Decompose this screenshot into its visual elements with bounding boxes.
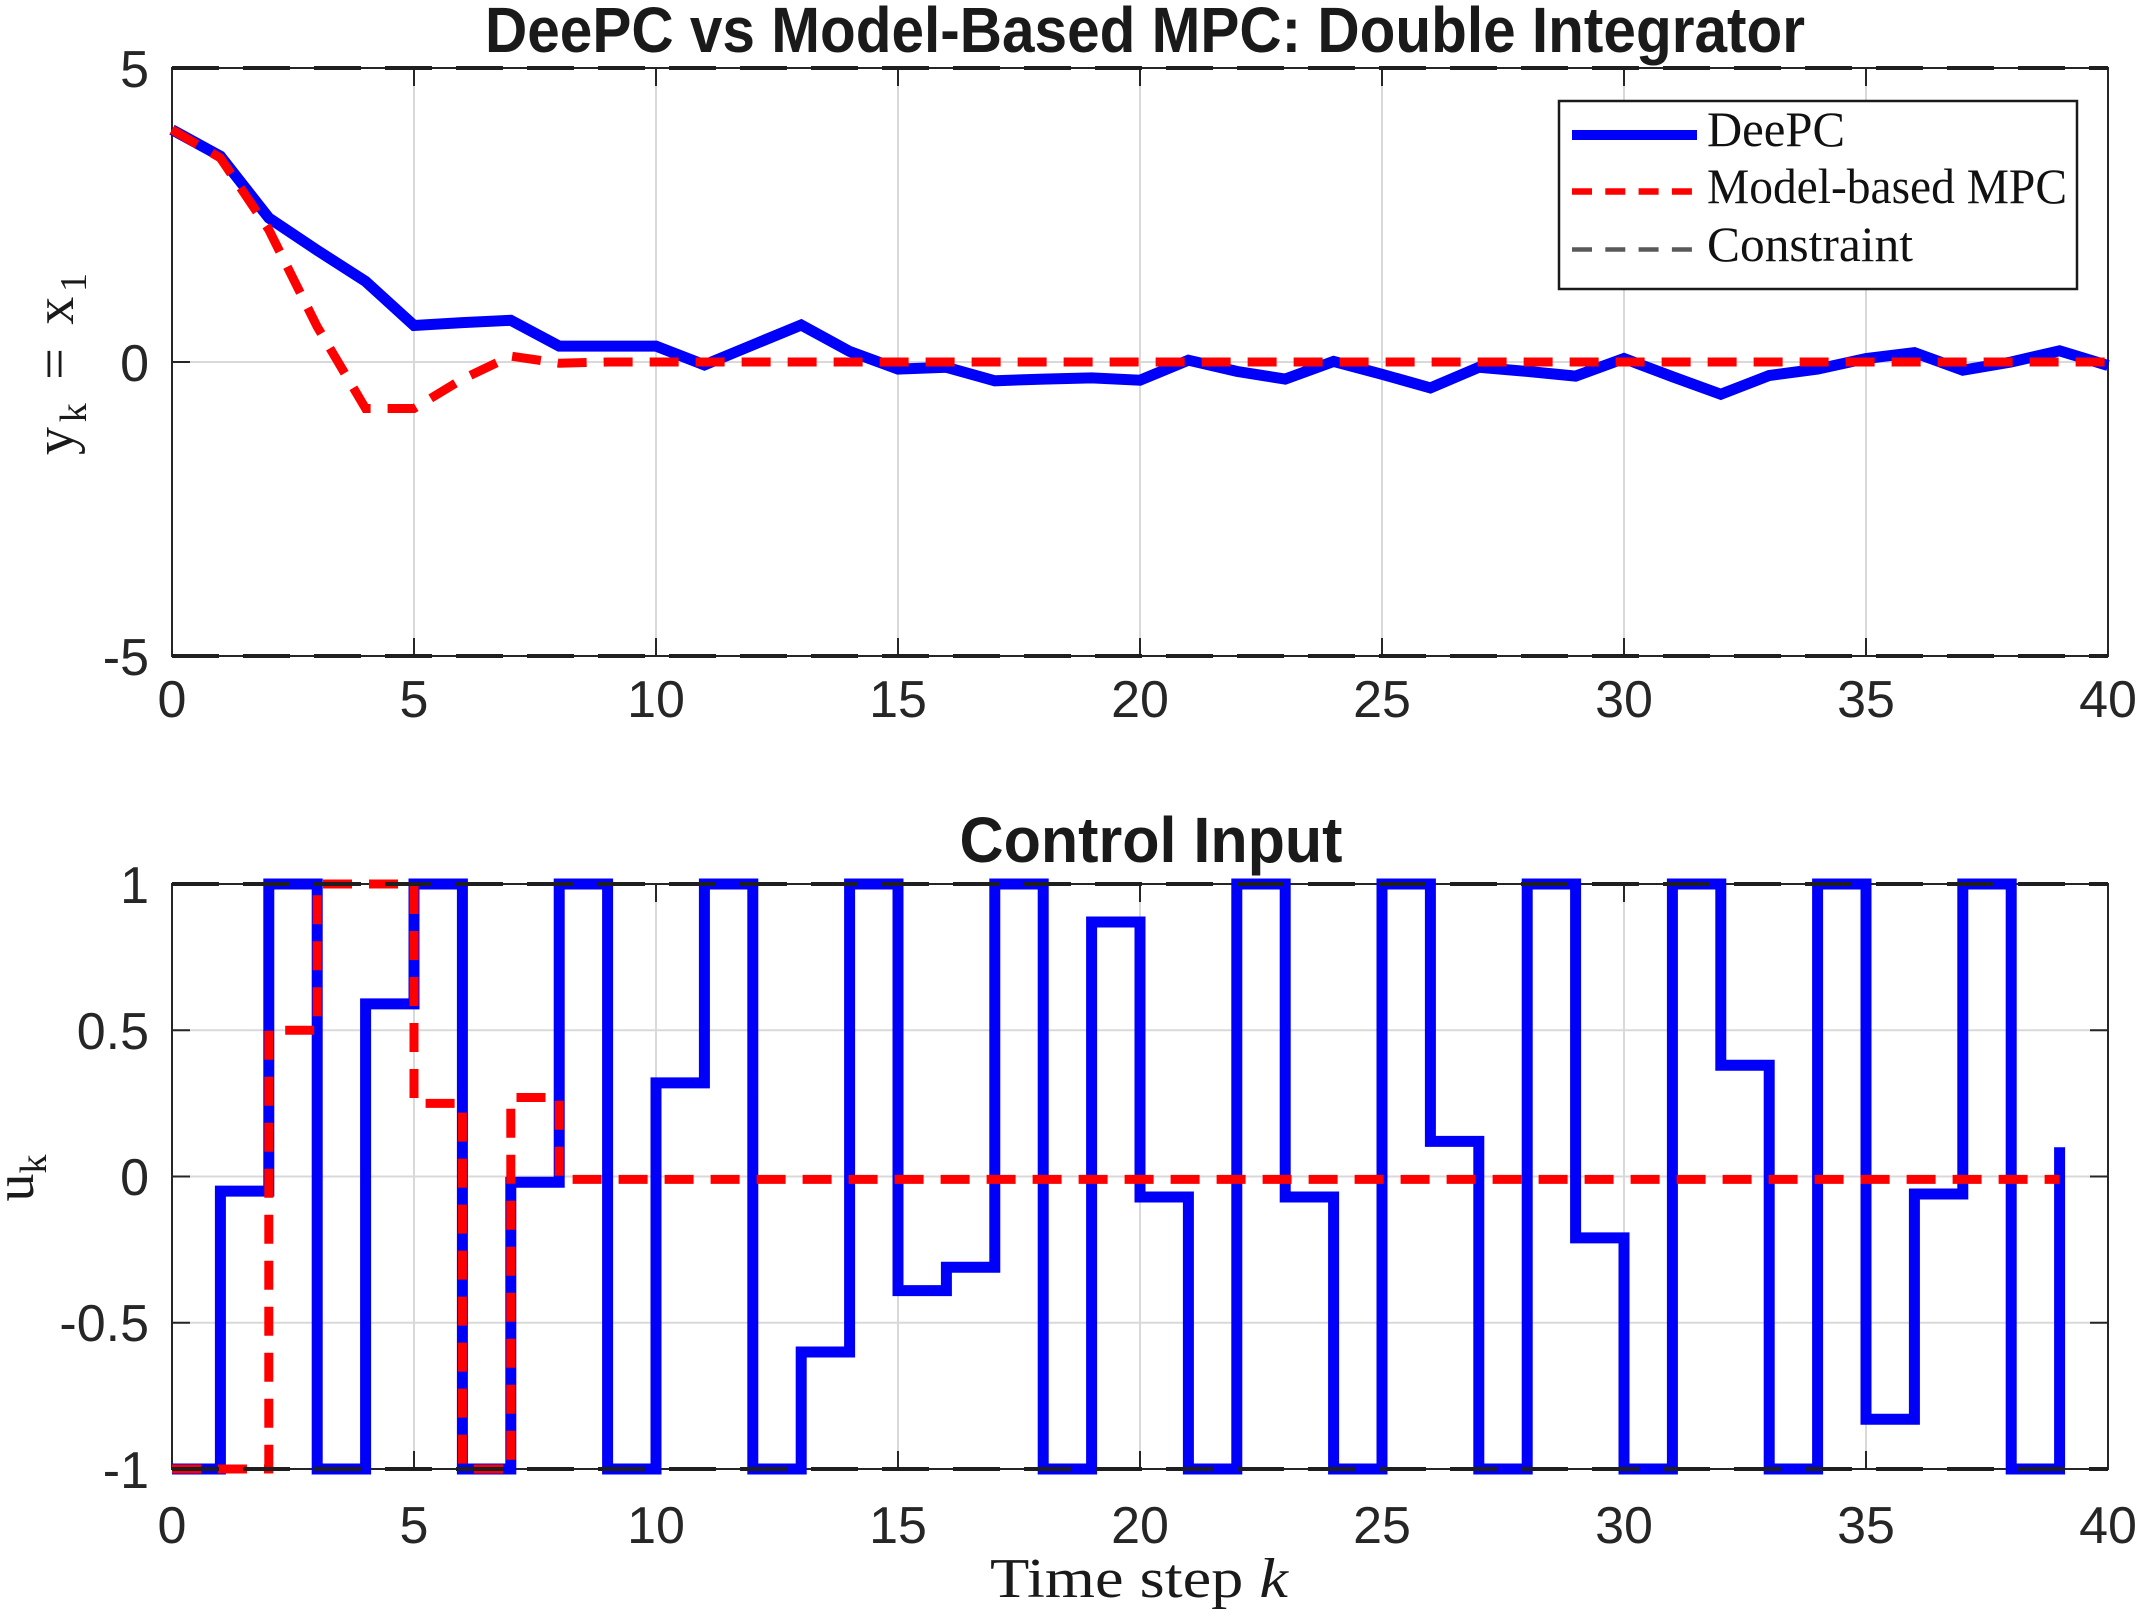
svg-text:15: 15 (869, 1497, 927, 1555)
svg-text:0: 0 (158, 1497, 187, 1555)
svg-text:0: 0 (120, 1149, 149, 1207)
svg-text:25: 25 (1353, 1497, 1411, 1555)
svg-text:5: 5 (400, 671, 429, 729)
svg-text:-1: -1 (103, 1442, 149, 1500)
svg-text:0: 0 (120, 335, 149, 393)
svg-text:Control Input: Control Input (960, 804, 1343, 876)
svg-text:1: 1 (120, 857, 149, 915)
svg-text:20: 20 (1111, 1497, 1169, 1555)
svg-text:DeePC vs Model-Based MPC: Doub: DeePC vs Model-Based MPC: Double Integra… (485, 0, 1805, 66)
svg-text:40: 40 (2079, 671, 2137, 729)
svg-text:35: 35 (1837, 1497, 1895, 1555)
svg-text:10: 10 (627, 1497, 685, 1555)
svg-text:35: 35 (1837, 671, 1895, 729)
svg-text:20: 20 (1111, 671, 1169, 729)
svg-text:Constraint: Constraint (1707, 216, 1913, 272)
svg-text:40: 40 (2079, 1497, 2137, 1555)
svg-text:5: 5 (400, 1497, 429, 1555)
svg-text:15: 15 (869, 671, 927, 729)
svg-text:30: 30 (1595, 1497, 1653, 1555)
svg-text:-5: -5 (103, 629, 149, 687)
svg-text:-0.5: -0.5 (59, 1295, 149, 1353)
svg-text:0: 0 (158, 671, 187, 729)
svg-text:0.5: 0.5 (77, 1003, 149, 1061)
svg-text:yk = x1: yk = x1 (24, 273, 95, 455)
svg-text:25: 25 (1353, 671, 1411, 729)
svg-text:5: 5 (120, 41, 149, 99)
svg-text:10: 10 (627, 671, 685, 729)
svg-text:DeePC: DeePC (1707, 101, 1845, 157)
svg-text:30: 30 (1595, 671, 1653, 729)
svg-text:Time step k: Time step k (990, 1548, 1289, 1610)
svg-text:Model-based MPC: Model-based MPC (1707, 158, 2067, 214)
